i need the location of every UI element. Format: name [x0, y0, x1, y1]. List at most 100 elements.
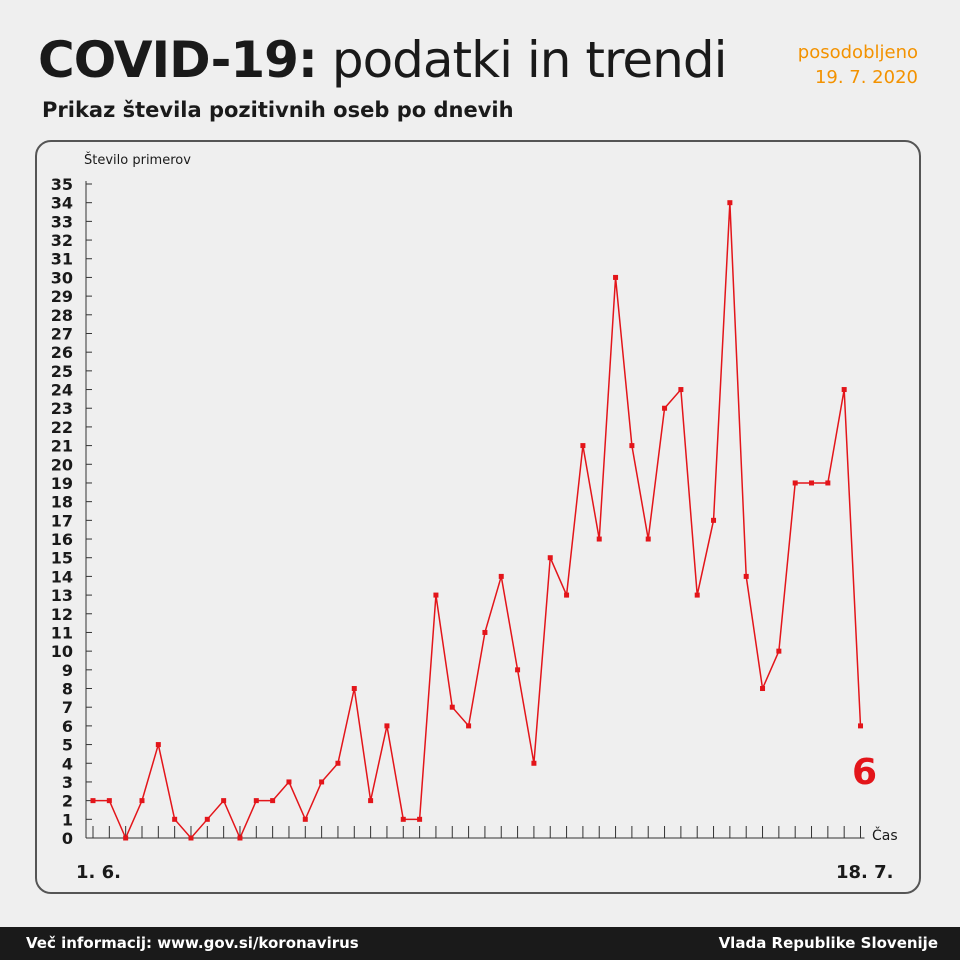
- data-point: [335, 760, 341, 766]
- page-title: COVID-19: podatki in trendi: [38, 28, 727, 92]
- y-tick-label: 17: [51, 511, 73, 530]
- data-point: [613, 274, 619, 280]
- last-value-label: 6: [852, 752, 877, 793]
- data-point: [841, 387, 847, 393]
- y-tick-label: 21: [51, 437, 73, 456]
- y-tick-label: 34: [51, 194, 73, 213]
- data-point: [270, 798, 276, 804]
- data-point: [662, 405, 668, 411]
- y-tick-label: 27: [51, 324, 73, 343]
- data-point: [106, 798, 112, 804]
- data-point: [368, 798, 374, 804]
- data-point: [645, 536, 651, 542]
- title-bold: COVID-19:: [38, 31, 318, 89]
- data-point: [498, 573, 504, 579]
- y-tick-label: 30: [51, 268, 73, 287]
- data-point: [629, 443, 635, 449]
- title-light: podatki in trendi: [331, 31, 728, 89]
- data-point: [351, 686, 357, 692]
- y-tick-label: 13: [51, 586, 73, 605]
- y-tick-label: 28: [51, 306, 73, 325]
- data-point: [286, 779, 292, 785]
- data-point: [400, 816, 406, 822]
- y-tick-label: 8: [62, 680, 73, 699]
- data-point: [727, 200, 733, 206]
- y-tick-label: 4: [62, 754, 73, 773]
- y-tick-label: 16: [51, 530, 73, 549]
- series-line: [93, 202, 862, 840]
- data-point: [531, 760, 537, 766]
- x-start-label: 1. 6.: [76, 862, 121, 883]
- data-point: [547, 555, 553, 561]
- x-axis-label: Čas: [872, 826, 898, 844]
- data-point: [188, 835, 194, 841]
- y-tick-label: 7: [62, 698, 73, 717]
- data-point: [678, 387, 684, 393]
- y-tick-label: 14: [51, 567, 73, 586]
- data-point: [123, 835, 129, 841]
- data-point: [449, 704, 455, 710]
- data-point: [809, 480, 815, 486]
- updated-info: posodobljeno 19. 7. 2020: [718, 40, 918, 90]
- data-point: [221, 798, 227, 804]
- y-tick-label: 29: [51, 287, 73, 306]
- y-tick-label: 33: [51, 212, 73, 231]
- y-tick-label: 24: [51, 381, 73, 400]
- data-point: [319, 779, 325, 785]
- y-tick-label: 10: [51, 642, 73, 661]
- footer-bar: Več informacij: www.gov.si/koronavirus V…: [0, 927, 960, 960]
- data-point: [417, 816, 423, 822]
- data-point: [90, 798, 96, 804]
- y-tick-label: 19: [51, 474, 73, 493]
- y-tick-label: 1: [62, 810, 73, 829]
- y-tick-label: 2: [62, 792, 73, 811]
- y-tick-label: 25: [51, 362, 73, 381]
- footer-info-link[interactable]: Več informacij: www.gov.si/koronavirus: [26, 934, 359, 952]
- y-tick-label: 18: [51, 493, 73, 512]
- data-point: [482, 629, 488, 635]
- y-tick-label: 23: [51, 399, 73, 418]
- y-tick-label: 20: [51, 455, 73, 474]
- data-point: [760, 686, 766, 692]
- data-point: [743, 573, 749, 579]
- chart-frame: [35, 140, 921, 894]
- data-point: [302, 816, 308, 822]
- updated-date: 19. 7. 2020: [814, 67, 918, 88]
- data-point: [711, 517, 717, 523]
- x-end-label: 18. 7.: [836, 862, 894, 883]
- y-axis-label: Število primerov: [84, 152, 191, 168]
- data-point: [237, 835, 243, 841]
- data-point: [155, 742, 161, 748]
- data-point: [172, 816, 178, 822]
- y-tick-label: 0: [62, 829, 73, 848]
- data-point: [204, 816, 210, 822]
- chart-subtitle: Prikaz števila pozitivnih oseb po dnevih: [42, 98, 514, 122]
- y-tick-label: 12: [51, 605, 73, 624]
- y-tick-label: 11: [51, 623, 73, 642]
- footer-government: Vlada Republike Slovenije: [718, 934, 938, 952]
- data-point: [858, 723, 864, 729]
- line-chart: 0123456789101112131415161718192021222324…: [51, 152, 898, 883]
- data-point: [253, 798, 259, 804]
- y-tick-label: 31: [51, 250, 73, 269]
- updated-label: posodobljeno: [797, 42, 918, 63]
- data-point: [515, 667, 521, 673]
- data-point: [384, 723, 390, 729]
- y-tick-label: 35: [51, 175, 73, 194]
- data-point: [139, 798, 145, 804]
- y-tick-label: 32: [51, 231, 73, 250]
- y-tick-label: 9: [62, 661, 73, 680]
- y-tick-label: 26: [51, 343, 73, 362]
- data-point: [792, 480, 798, 486]
- data-point: [580, 443, 586, 449]
- y-tick-label: 5: [62, 736, 73, 755]
- data-point: [596, 536, 602, 542]
- data-point: [564, 592, 570, 598]
- data-point: [433, 592, 439, 598]
- y-tick-label: 3: [62, 773, 73, 792]
- y-tick-label: 22: [51, 418, 73, 437]
- data-point: [694, 592, 700, 598]
- data-point: [466, 723, 472, 729]
- y-tick-label: 6: [62, 717, 73, 736]
- y-tick-label: 15: [51, 549, 73, 568]
